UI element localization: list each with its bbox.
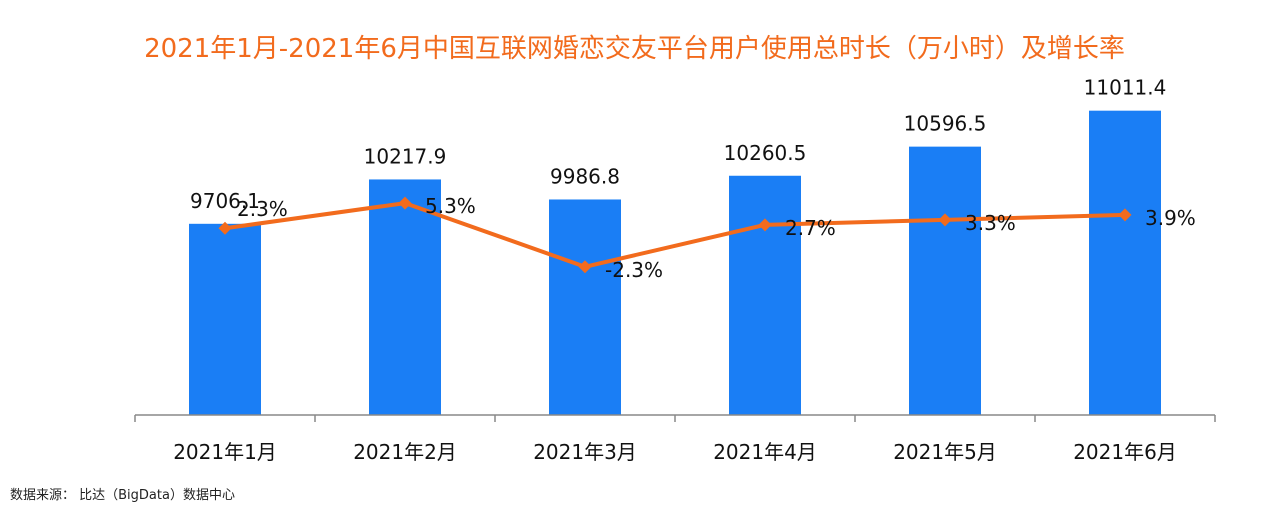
x-tick-label: 2021年5月 [893, 440, 997, 464]
bar [369, 179, 441, 415]
growth-point [758, 218, 772, 232]
growth-point [1118, 208, 1132, 222]
growth-value-label: -2.3% [605, 258, 663, 282]
growth-value-label: 3.9% [1145, 206, 1196, 230]
bar [189, 223, 261, 415]
data-labels: 9706.1 10217.9 9986.8 10260.5 10596.5 11011.4… [190, 76, 1196, 282]
growth-point [578, 260, 592, 274]
source-note: 数据来源： 比达（BigData）数据中心 [10, 488, 235, 503]
bar-series [189, 110, 1161, 416]
bar-value-label: 11011.4 [1084, 76, 1167, 100]
bar [909, 146, 981, 416]
growth-point [218, 221, 232, 235]
growth-line-series [218, 196, 1132, 274]
x-tick-label: 2021年6月 [1073, 440, 1177, 464]
bar-value-label: 10260.5 [724, 141, 807, 165]
bar [729, 175, 801, 415]
growth-value-label: 3.3% [965, 211, 1016, 235]
x-axis: 2021年1月 2021年2月 2021年3月 2021年4月 2021年5月 2021年… [134, 414, 1216, 464]
bar-value-label: 10596.5 [904, 112, 987, 136]
chart-title: 2021年1月-2021年6月中国互联网婚恋交友平台用户使用总时长（万小时）及增… [144, 34, 1125, 64]
bar-value-label: 9986.8 [550, 164, 620, 188]
x-tick-label: 2021年2月 [353, 440, 457, 464]
x-tick-label: 2021年1月 [173, 440, 277, 464]
growth-line [224, 201, 1126, 269]
x-tick-label: 2021年4月 [713, 440, 817, 464]
growth-value-label: 2.7% [785, 216, 836, 240]
growth-value-label: 5.3% [425, 194, 476, 218]
bar-value-label: 10217.9 [364, 144, 447, 168]
bar [1089, 110, 1161, 416]
growth-point [938, 213, 952, 227]
growth-value-label: 2.3% [237, 197, 288, 221]
bar [549, 199, 621, 415]
bar-value-label: 9706.1 [190, 189, 260, 213]
growth-point [398, 196, 412, 210]
x-tick-label: 2021年3月 [533, 440, 637, 464]
